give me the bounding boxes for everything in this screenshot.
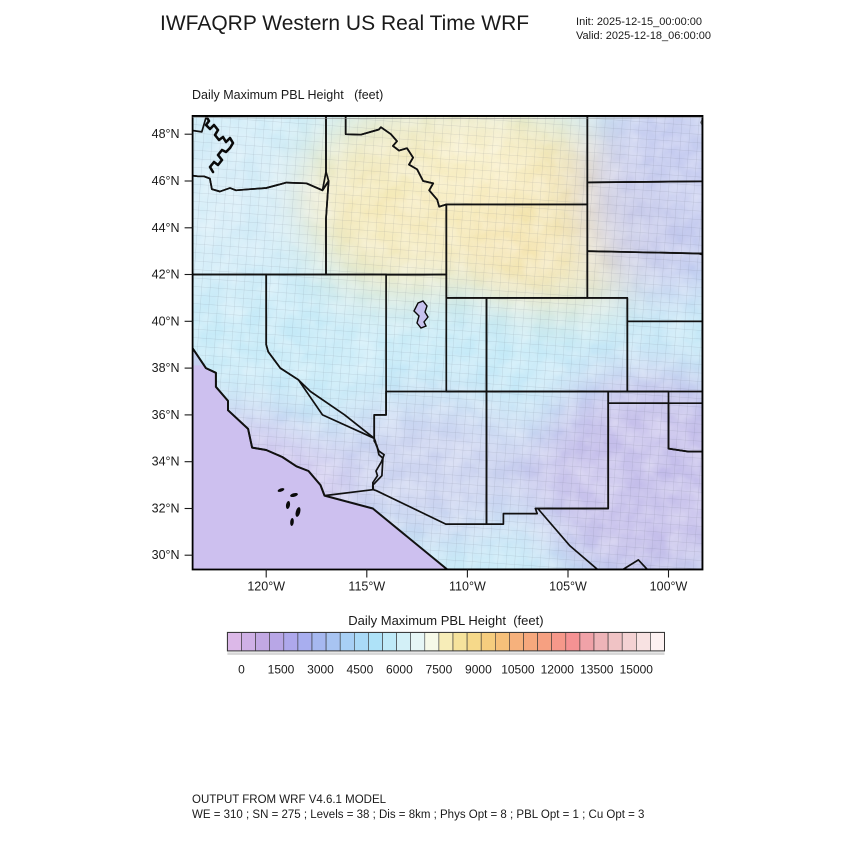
svg-text:36°N: 36°N	[152, 408, 180, 422]
svg-text:0: 0	[238, 662, 245, 676]
svg-text:10500: 10500	[501, 662, 535, 676]
svg-text:40°N: 40°N	[152, 314, 180, 328]
svg-text:12000: 12000	[541, 662, 575, 676]
svg-text:32°N: 32°N	[152, 502, 180, 516]
svg-text:Daily Maximum PBL Height (fee: Daily Maximum PBL Height (feet)	[348, 613, 543, 628]
svg-text:4500: 4500	[347, 662, 374, 676]
svg-text:42°N: 42°N	[152, 268, 180, 282]
svg-text:3000: 3000	[307, 662, 334, 676]
svg-text:15000: 15000	[620, 662, 654, 676]
svg-text:9000: 9000	[465, 662, 492, 676]
svg-text:105°W: 105°W	[549, 580, 587, 594]
svg-text:110°W: 110°W	[449, 580, 486, 594]
svg-text:1500: 1500	[268, 662, 295, 676]
svg-text:38°N: 38°N	[152, 361, 180, 375]
svg-text:6000: 6000	[386, 662, 413, 676]
svg-text:46°N: 46°N	[152, 174, 180, 188]
svg-text:44°N: 44°N	[152, 221, 180, 235]
svg-text:34°N: 34°N	[152, 455, 180, 469]
svg-text:115°W: 115°W	[348, 580, 385, 594]
svg-text:13500: 13500	[580, 662, 614, 676]
svg-text:120°W: 120°W	[247, 580, 285, 594]
svg-text:100°W: 100°W	[650, 580, 688, 594]
svg-text:48°N: 48°N	[152, 127, 180, 141]
svg-text:7500: 7500	[426, 662, 453, 676]
svg-text:30°N: 30°N	[152, 548, 180, 562]
